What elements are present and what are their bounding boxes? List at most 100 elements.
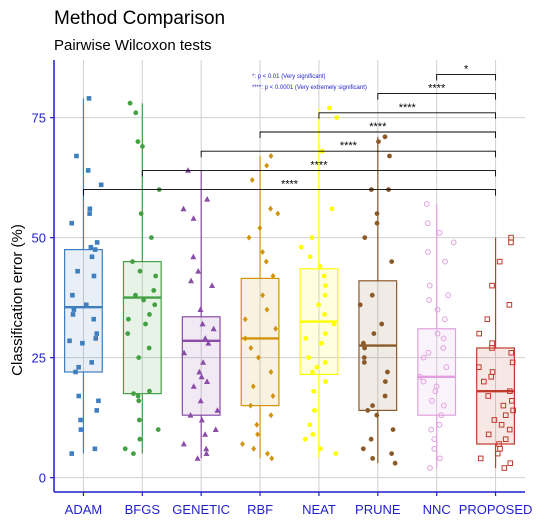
data-point <box>426 297 432 303</box>
data-point <box>146 345 152 351</box>
data-point <box>260 292 266 299</box>
data-point <box>268 369 274 375</box>
data-point <box>86 96 92 101</box>
data-point <box>69 220 75 226</box>
data-point <box>390 427 396 432</box>
x-tick-label: RBF <box>247 502 273 517</box>
data-point <box>187 412 194 418</box>
data-point <box>194 455 201 461</box>
data-point <box>264 306 270 313</box>
significance-label: **** <box>281 179 299 191</box>
data-point <box>442 258 448 265</box>
data-point <box>361 355 367 360</box>
data-point <box>361 360 367 365</box>
data-point <box>268 205 273 212</box>
data-point <box>432 388 439 395</box>
data-point <box>138 211 144 217</box>
data-point <box>203 445 210 452</box>
data-point <box>382 134 388 140</box>
data-point <box>389 259 395 264</box>
data-point <box>298 244 304 250</box>
data-point <box>312 408 317 413</box>
data-point <box>94 408 100 413</box>
data-point <box>264 162 270 169</box>
chart-title: Method Comparison <box>54 8 226 29</box>
data-point <box>67 338 72 344</box>
data-point <box>255 354 261 361</box>
data-point <box>382 379 388 384</box>
data-point <box>202 431 209 437</box>
data-point <box>78 417 83 423</box>
data-point <box>80 340 85 346</box>
data-point <box>374 412 380 418</box>
data-point <box>89 360 95 365</box>
data-point <box>323 331 328 336</box>
data-point <box>248 402 253 409</box>
comparison-genetic-proposed: **** <box>200 140 497 158</box>
data-point <box>198 416 205 423</box>
data-point <box>489 282 495 289</box>
data-point <box>436 229 443 236</box>
data-point <box>212 426 219 432</box>
data-point <box>374 220 380 226</box>
data-point <box>152 302 158 308</box>
data-point <box>360 340 366 346</box>
data-point <box>248 345 254 351</box>
y-tick-label: 75 <box>32 111 46 126</box>
data-point <box>322 292 328 298</box>
data-point <box>509 359 516 366</box>
data-point <box>322 360 328 365</box>
data-point <box>440 345 447 351</box>
data-point <box>302 436 308 442</box>
data-point <box>188 277 195 284</box>
data-point <box>431 445 438 452</box>
comparison-adam-proposed: **** <box>82 179 497 196</box>
x-tick-label: PRUNE <box>355 502 401 517</box>
data-point <box>498 422 505 428</box>
data-point <box>249 177 255 183</box>
data-point <box>76 364 81 370</box>
data-point <box>477 455 484 462</box>
bracket-line <box>259 131 497 138</box>
data-point <box>327 105 332 111</box>
data-point <box>485 431 492 438</box>
data-point <box>307 254 313 260</box>
data-point <box>140 144 145 149</box>
data-point <box>307 422 313 428</box>
data-point <box>428 426 435 433</box>
data-point <box>508 350 515 356</box>
data-point <box>362 345 367 351</box>
data-point <box>357 302 363 308</box>
data-point <box>73 369 78 375</box>
significance-legend-line: *: p < 0.01 (Very significant) <box>252 74 326 80</box>
data-point <box>78 427 84 432</box>
data-point <box>257 225 263 231</box>
data-point <box>98 182 104 188</box>
data-point <box>148 235 154 241</box>
box-nnc <box>417 204 457 468</box>
box-adam <box>63 98 103 454</box>
data-point <box>133 292 138 298</box>
bracket-line <box>318 112 497 119</box>
data-point <box>268 412 274 419</box>
comparison-neat-proposed: **** <box>318 102 497 119</box>
data-point <box>122 446 128 452</box>
data-point <box>500 402 507 409</box>
data-point <box>136 398 142 404</box>
data-point <box>370 403 376 408</box>
data-point <box>502 412 509 418</box>
data-point <box>96 398 101 404</box>
comparison-nnc-proposed: * <box>436 63 497 81</box>
data-point <box>427 465 433 471</box>
data-point <box>125 316 131 322</box>
data-point <box>270 273 276 279</box>
data-point <box>199 320 206 327</box>
data-point <box>506 302 513 308</box>
data-point <box>309 235 315 241</box>
data-point <box>260 249 265 255</box>
data-point <box>485 393 492 399</box>
significance-label: * <box>464 63 469 75</box>
data-point <box>303 336 309 341</box>
data-point <box>440 335 447 342</box>
data-point <box>476 364 482 370</box>
